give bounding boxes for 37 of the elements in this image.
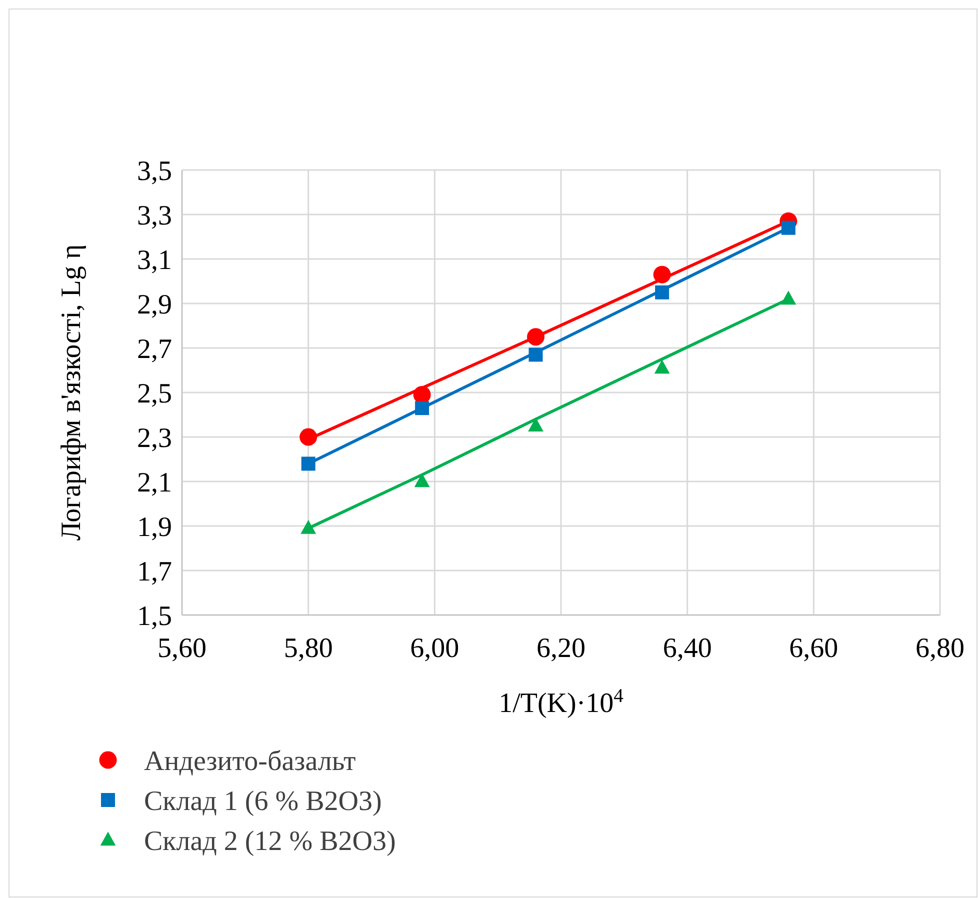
x-tick-label: 6,00	[410, 633, 460, 664]
point	[301, 456, 316, 471]
y-tick-label: 2,7	[137, 334, 172, 365]
point	[413, 386, 431, 404]
y-tick-label: 2,9	[137, 289, 172, 320]
y-axis-title: Логарифм в'язкості, Lg η	[56, 244, 87, 541]
point	[653, 266, 671, 284]
y-tick-label: 2,5	[137, 378, 172, 410]
y-tick-label: 3,5	[137, 156, 172, 187]
y-tick-label: 3,3	[137, 200, 172, 232]
x-tick-label: 6,80	[916, 633, 964, 664]
x-tick-label: 6,40	[662, 633, 712, 664]
point	[528, 417, 544, 432]
x-tick-label: 5,80	[284, 633, 333, 664]
x-axis-title: 1/T(K)·10$^{4}$	[498, 686, 624, 719]
point	[655, 285, 670, 300]
x-tick-label: 6,60	[789, 633, 838, 664]
y-tick-label: 1,7	[137, 556, 172, 588]
x-tick-label: 6,20	[536, 633, 586, 664]
legend-label: Склад 2 (12 % B2O3)	[144, 826, 396, 857]
legend-label: Андезито-базальт	[144, 746, 356, 777]
y-tick-label: 1,9	[137, 512, 172, 543]
point	[780, 290, 796, 305]
point	[414, 473, 430, 488]
point	[300, 520, 316, 534]
legend-label: Склад 1 (6 % B2O3)	[144, 786, 382, 817]
y-tick-label: 2,3	[137, 422, 172, 454]
y-tick-label: 2,1	[137, 467, 172, 498]
x-tick-label: 5,60	[158, 633, 206, 664]
point	[654, 360, 670, 374]
point	[526, 328, 544, 346]
point	[781, 220, 796, 235]
point	[415, 401, 430, 416]
y-tick-label: 1,5	[137, 600, 172, 632]
point	[300, 428, 318, 446]
point	[528, 348, 543, 362]
y-tick-label: 3,1	[137, 244, 172, 276]
